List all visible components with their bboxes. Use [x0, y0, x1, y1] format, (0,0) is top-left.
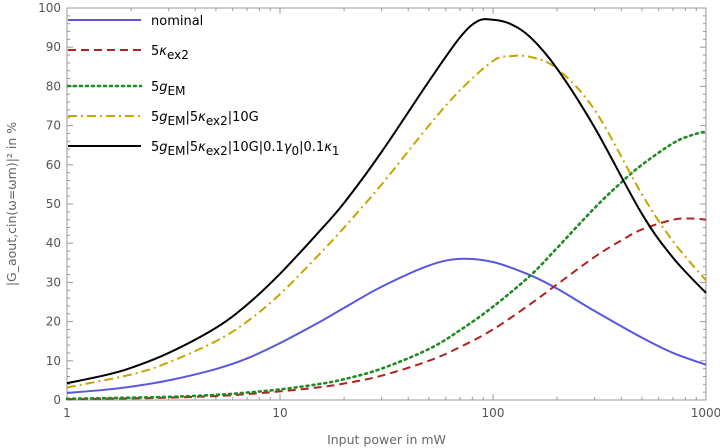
y-tick-label: 30 [46, 275, 61, 289]
legend-label: 5κex2​ [151, 44, 189, 62]
series-lines [65, 18, 708, 401]
y-tick-label: 90 [46, 40, 61, 54]
series-line-5 [66, 18, 707, 385]
x-tick-label: 100 [482, 406, 505, 420]
series-line-1 [66, 257, 707, 394]
series-line-2 [66, 217, 707, 401]
y-tick-label: 40 [46, 236, 61, 250]
series-line-3 [65, 130, 708, 401]
x-axis-ticks: 1 10 100 1000 [63, 8, 720, 420]
y-tick-label: 10 [46, 354, 61, 368]
plot-border [66, 7, 707, 401]
x-tick-label: 1000 [691, 406, 720, 420]
y-axis-ticks: 0 10 20 30 40 50 60 70 80 90 100 [38, 1, 706, 407]
series-line-4 [66, 54, 707, 389]
x-tick-label: 10 [272, 406, 287, 420]
legend-label: nominal [151, 14, 203, 29]
y-tick-label: 70 [46, 119, 61, 133]
x-axis-title: Input power in mW [327, 432, 446, 447]
legend-label: 5gEM​|5κex2​|10G|0.1γ0​|0.1κ1​ [151, 140, 340, 158]
legend: nominal 5κex2​ 5gEM​ 5gEM​|5κex2​|10G 5gEM​|… [66, 14, 340, 158]
plot-frame [66, 7, 707, 401]
y-tick-label: 60 [46, 158, 61, 172]
x-tick-label: 1 [63, 406, 71, 420]
y-tick-label: 100 [38, 1, 61, 15]
y-tick-label: 80 [46, 79, 61, 93]
y-tick-label: 0 [53, 393, 61, 407]
y-tick-label: 20 [46, 315, 61, 329]
legend-label: 5gEM​ [151, 80, 185, 98]
legend-label: 5gEM​|5κex2​|10G [151, 110, 259, 128]
y-tick-label: 50 [46, 197, 61, 211]
y-axis-title: |G_aout,cin(ω=ωm)|² in % [4, 122, 19, 286]
